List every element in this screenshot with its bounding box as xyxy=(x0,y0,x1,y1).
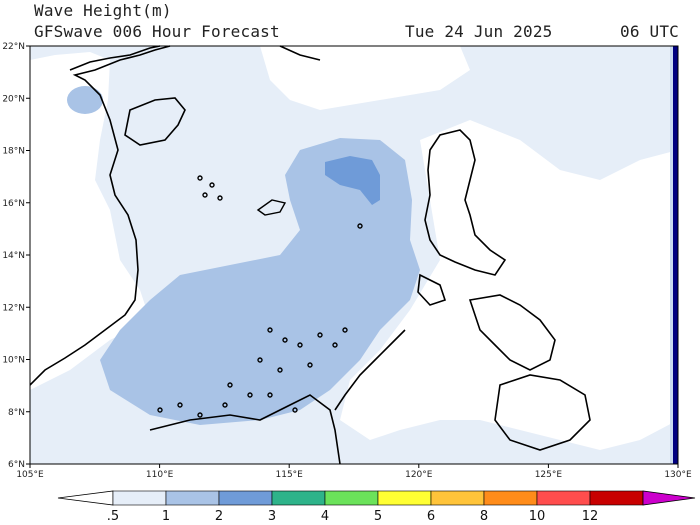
luzon-coast xyxy=(424,129,507,276)
chart-title: Wave Height(m) xyxy=(34,1,172,20)
spratly-islands xyxy=(157,327,348,418)
colorbar-start-triangle xyxy=(57,490,114,506)
east-edge-line xyxy=(673,46,678,464)
lon-tick-label: 125°E xyxy=(535,470,563,480)
lat-tick-label: 14°N xyxy=(2,251,25,261)
mindoro-island xyxy=(417,273,447,306)
lat-axis: 6°N 8°N 10°N 12°N 14°N 16°N 18°N 20°N 22°N xyxy=(2,42,30,470)
colorbar-swatch xyxy=(271,490,326,506)
colorbar-swatch xyxy=(165,490,220,506)
colorbar-swatch xyxy=(218,490,273,506)
palawan-island xyxy=(334,329,406,411)
colorbar-label: 5 xyxy=(374,509,382,524)
wave-band-white xyxy=(30,52,150,390)
wave-blob-northwest xyxy=(67,86,103,114)
lon-axis: 105°E 110°E 115°E 120°E 125°E 130°E xyxy=(16,464,692,480)
lat-tick-label: 20°N xyxy=(2,94,25,104)
lat-tick-label: 18°N xyxy=(2,147,25,157)
lat-tick-label: 10°N xyxy=(2,356,25,366)
lat-tick-label: 12°N xyxy=(2,303,25,313)
colorbar-label: 2 xyxy=(215,509,223,524)
colorbar-swatch xyxy=(536,490,591,506)
vietnam-coast xyxy=(29,45,171,386)
colorbar: .5 1 2 3 4 5 6 8 10 12 xyxy=(57,490,696,524)
colorbar-label: 3 xyxy=(268,509,276,524)
wave-band-white-north xyxy=(260,46,470,110)
colorbar-label: 12 xyxy=(582,509,599,524)
lon-tick-label: 105°E xyxy=(16,470,44,480)
lon-tick-label: 120°E xyxy=(405,470,433,480)
coastlines xyxy=(29,45,591,465)
colorbar-label: 8 xyxy=(480,509,488,524)
forecast-time: 06 UTC xyxy=(620,22,679,41)
forecast-date: Tue 24 Jun 2025 xyxy=(405,22,553,41)
colorbar-label: 10 xyxy=(529,509,546,524)
forecast-subtitle: GFSwave 006 Hour Forecast xyxy=(34,22,280,41)
lat-tick-label: 22°N xyxy=(2,42,25,52)
lon-tick-label: 130°E xyxy=(664,470,692,480)
colorbar-swatch xyxy=(430,490,485,506)
colorbar-swatch xyxy=(112,490,167,506)
borneo-coast xyxy=(149,394,341,465)
lat-tick-label: 6°N xyxy=(8,460,25,470)
lat-tick-label: 8°N xyxy=(8,408,25,418)
china-coast xyxy=(69,45,321,71)
paracel-islands xyxy=(197,175,363,229)
wave-band-white-east xyxy=(340,120,678,450)
wave-band-dark xyxy=(325,156,380,205)
colorbar-label: .5 xyxy=(107,509,119,524)
hainan-island xyxy=(124,97,186,146)
colorbar-swatch xyxy=(589,490,644,506)
visayas-islands xyxy=(468,294,556,371)
colorbar-end-triangle xyxy=(642,490,696,506)
mindanao-island xyxy=(494,374,591,451)
colorbar-label: 4 xyxy=(321,509,329,524)
colorbar-swatch xyxy=(324,490,379,506)
colorbar-label: 6 xyxy=(427,509,435,524)
lon-tick-label: 115°E xyxy=(276,470,304,480)
colorbar-swatch xyxy=(483,490,538,506)
wave-band-medium xyxy=(100,138,420,425)
colorbar-swatch xyxy=(377,490,432,506)
colorbar-label: 1 xyxy=(162,509,170,524)
lon-tick-label: 110°E xyxy=(146,470,174,480)
lat-tick-label: 16°N xyxy=(2,199,25,209)
